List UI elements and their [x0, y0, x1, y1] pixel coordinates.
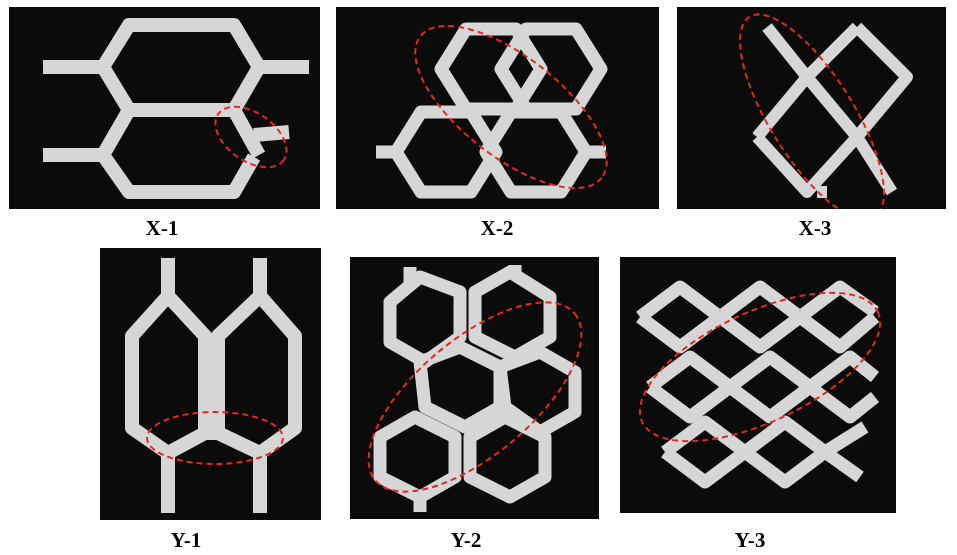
specimen-x1 — [43, 18, 309, 199]
failure-zone-ellipse — [739, 13, 885, 209]
panel-x1-photo — [9, 7, 320, 209]
failure-zone-ellipse — [214, 105, 288, 169]
specimen-x3 — [739, 13, 913, 209]
panel-label-y1: Y-1 — [170, 528, 202, 552]
panel-label-x1: X-1 — [145, 216, 179, 240]
specimen-y3 — [636, 280, 882, 489]
failure-zone-ellipse — [146, 411, 284, 465]
panel-x2-photo — [336, 7, 659, 209]
specimen-y1 — [125, 258, 302, 513]
panel-y3-photo — [620, 257, 896, 513]
failure-zone-ellipse — [414, 24, 608, 190]
panel-label-y3: Y-3 — [734, 528, 766, 552]
panel-label-x2: X-2 — [480, 216, 514, 240]
specimen-y2 — [367, 265, 583, 512]
specimen-x2 — [376, 22, 608, 199]
panel-y2-photo — [350, 257, 599, 519]
panel-label-y2: Y-2 — [450, 528, 482, 552]
panel-x3-photo — [677, 7, 946, 209]
failure-zone-ellipse — [367, 301, 583, 493]
panel-label-x3: X-3 — [798, 216, 832, 240]
failure-zone-ellipse — [638, 291, 882, 443]
panel-y1-photo — [100, 248, 321, 520]
